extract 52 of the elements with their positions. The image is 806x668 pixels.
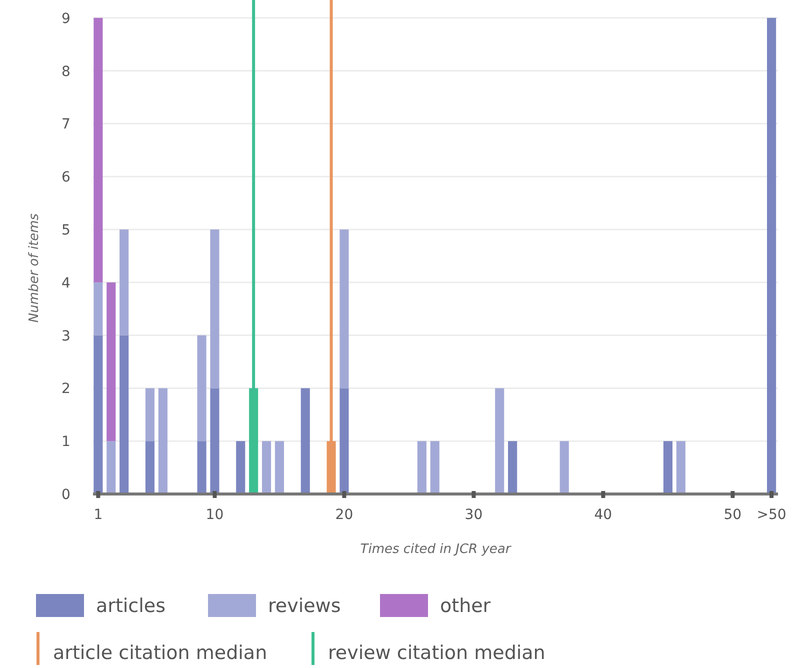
bar <box>145 441 155 494</box>
bar <box>94 18 103 282</box>
y-tick-label: 2 <box>62 381 70 398</box>
bar <box>430 441 440 494</box>
bar <box>106 441 116 494</box>
bar <box>274 441 284 494</box>
legend-label: articles <box>96 595 166 617</box>
x-tick-label: >50 <box>756 507 786 523</box>
bar <box>120 335 129 494</box>
bar <box>106 282 116 442</box>
y-axis-title: Number of items <box>27 213 42 323</box>
bar <box>120 229 129 336</box>
bar <box>236 441 246 494</box>
y-tick-label: 7 <box>62 116 70 133</box>
bar <box>210 229 220 388</box>
x-tick-label: 40 <box>594 507 612 523</box>
legend-label: article citation median <box>53 642 268 664</box>
bar <box>210 388 220 494</box>
bar <box>145 388 155 442</box>
legend-label: review citation median <box>328 642 546 664</box>
y-tick-label: 4 <box>62 275 71 292</box>
y-tick-label: 6 <box>62 170 71 186</box>
bar <box>340 388 349 494</box>
bar <box>340 229 349 388</box>
y-tick-label: 1 <box>62 434 70 450</box>
bar <box>94 335 103 494</box>
x-tick-label: 50 <box>724 507 742 523</box>
bar <box>197 441 206 494</box>
bar <box>676 441 686 494</box>
bar <box>766 18 776 494</box>
bar <box>508 441 518 494</box>
x-axis-title: Times cited in JCR year <box>360 542 512 557</box>
y-tick-label: 8 <box>62 64 70 80</box>
bar <box>94 282 103 336</box>
bar <box>300 388 310 494</box>
y-tick-label: 9 <box>62 10 70 27</box>
y-tick-label: 3 <box>62 328 70 344</box>
y-tick-label: 0 <box>62 487 70 503</box>
legend-label: other <box>440 595 491 617</box>
x-tick-label: 10 <box>206 507 224 523</box>
bar <box>262 441 272 494</box>
bar <box>560 441 569 494</box>
y-tick-label: 5 <box>62 222 70 238</box>
bar <box>663 441 672 494</box>
x-tick-label: 30 <box>464 507 483 523</box>
x-tick-label: 20 <box>335 507 354 523</box>
bar <box>495 388 504 494</box>
bar <box>417 441 426 494</box>
x-tick-label: 1 <box>94 507 103 523</box>
bar <box>197 335 206 442</box>
legend-label: reviews <box>268 595 341 617</box>
bar <box>158 388 168 494</box>
